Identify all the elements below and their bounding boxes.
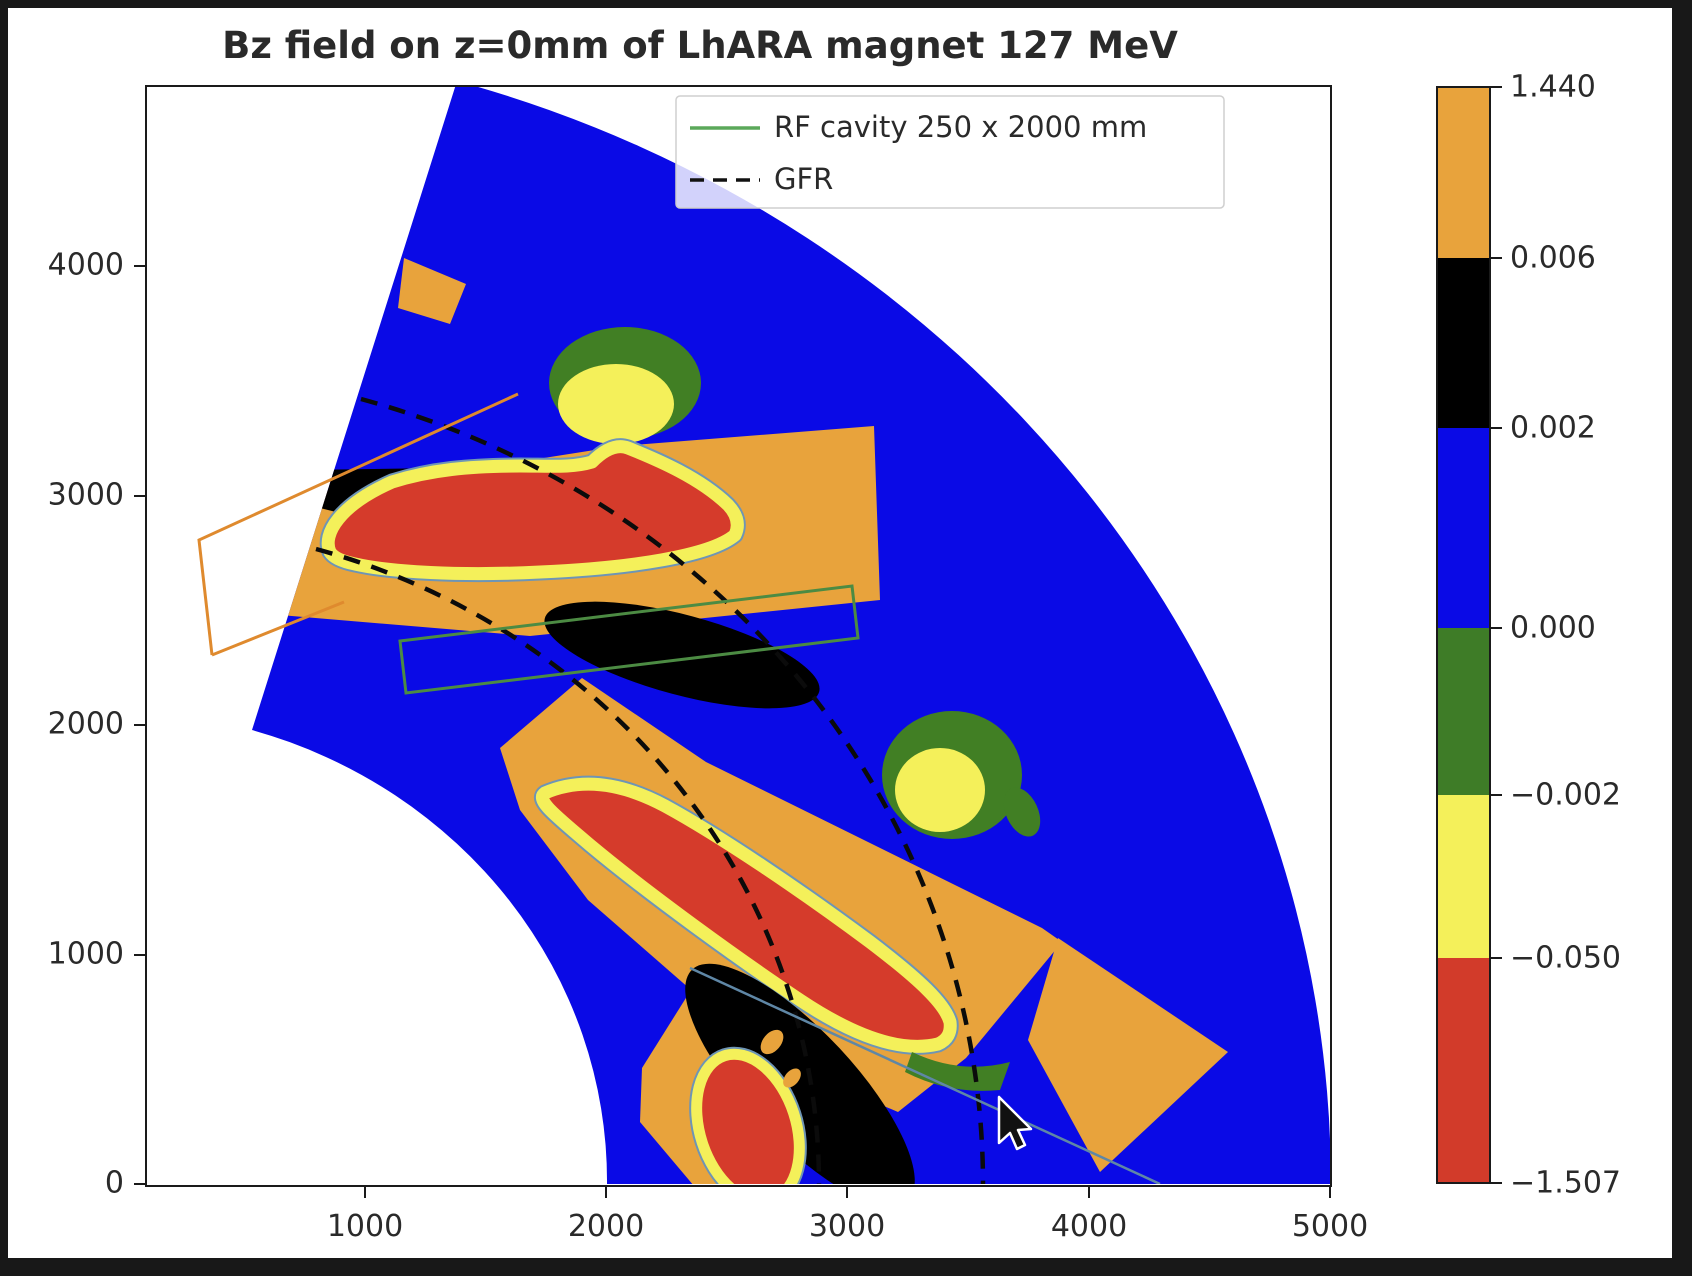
x-tick-label: 1000 bbox=[327, 1209, 403, 1244]
middle-coil-diamond bbox=[1028, 938, 1228, 1172]
orange-speck-2 bbox=[783, 1068, 801, 1088]
colorbar: 1.440 0.006 0.002 0.000 −0.002 −0.050 −1… bbox=[1436, 70, 1621, 1201]
magnet-field-structures bbox=[268, 258, 1228, 1184]
pole-tip-green-fringe bbox=[905, 1052, 1010, 1091]
x-tick-label: 2000 bbox=[568, 1209, 644, 1244]
axes-spines bbox=[145, 85, 1332, 1187]
colorbar-tick-label: −0.002 bbox=[1510, 778, 1621, 813]
colorbar-tick-label: 1.440 bbox=[1510, 70, 1596, 105]
colorbar-band-yellow bbox=[1437, 795, 1490, 958]
mouse-cursor-icon bbox=[997, 1095, 1033, 1151]
middle-pole bbox=[534, 775, 959, 1055]
x-axis-tick-labels: 1000 2000 3000 4000 5000 bbox=[327, 1209, 1368, 1244]
rf-cavity-2-outline bbox=[689, 966, 1161, 1184]
colorbar-tick-label: −0.050 bbox=[1510, 941, 1621, 976]
colorbar-tick-label: 0.006 bbox=[1510, 241, 1596, 276]
rf-cavity-1-outline bbox=[398, 584, 860, 695]
x-tick-label: 5000 bbox=[1292, 1209, 1368, 1244]
upper-pole bbox=[319, 438, 746, 583]
y-tick-label: 1000 bbox=[48, 937, 124, 972]
y-tick-label: 0 bbox=[105, 1166, 124, 1201]
y-axis-tick-labels: 4000 3000 2000 1000 0 bbox=[48, 248, 124, 1201]
field-bump-green-nub bbox=[1003, 787, 1041, 837]
gfr-arcs bbox=[315, 396, 986, 1184]
colorbar-tick-marks bbox=[1490, 86, 1502, 1184]
plot-area bbox=[197, 86, 1331, 1184]
orange-patch-top bbox=[398, 258, 466, 324]
colorbar-tick-labels: 1.440 0.006 0.002 0.000 −0.002 −0.050 −1… bbox=[1510, 70, 1621, 1201]
bottom-pole bbox=[689, 1046, 807, 1184]
colorbar-frame bbox=[1436, 86, 1491, 1184]
orange-speck-1 bbox=[760, 1029, 784, 1055]
coil-outline-upper-left bbox=[197, 392, 519, 657]
colorbar-band-blue bbox=[1437, 428, 1490, 628]
colorbar-band-red bbox=[1437, 958, 1490, 1183]
y-tick-label: 3000 bbox=[48, 478, 124, 513]
legend-box: RF cavity 250 x 2000 mm GFR bbox=[675, 95, 1225, 209]
colorbar-tick-label: −1.507 bbox=[1510, 1166, 1621, 1201]
colorbar-tick-label: 0.002 bbox=[1510, 411, 1596, 446]
field-bump-yellow-top bbox=[558, 364, 674, 444]
plot-title: Bz field on z=0mm of LhARA magnet 127 Me… bbox=[222, 24, 1178, 67]
x-tick-label: 4000 bbox=[1051, 1209, 1127, 1244]
y-tick-label: 2000 bbox=[48, 707, 124, 742]
axis-tick-marks bbox=[134, 265, 1331, 1198]
legend-label-gfr: GFR bbox=[774, 162, 833, 196]
gfr-arc-outer bbox=[360, 396, 986, 1184]
field-fan-region bbox=[252, 86, 1331, 1184]
bottom-black-zone bbox=[685, 963, 915, 1184]
colorbar-tick-label: 0.000 bbox=[1510, 611, 1596, 646]
x-tick-label: 3000 bbox=[809, 1209, 885, 1244]
field-bump-yellow-right bbox=[895, 748, 985, 832]
y-tick-label: 4000 bbox=[48, 248, 124, 283]
colorbar-band-green bbox=[1437, 628, 1490, 795]
middle-black-zone bbox=[544, 601, 820, 709]
legend-label-rf-cavity: RF cavity 250 x 2000 mm bbox=[774, 110, 1147, 144]
colorbar-band-black bbox=[1437, 258, 1490, 428]
gfr-arc-inner bbox=[315, 546, 822, 1184]
colorbar-band-orange bbox=[1437, 87, 1490, 258]
